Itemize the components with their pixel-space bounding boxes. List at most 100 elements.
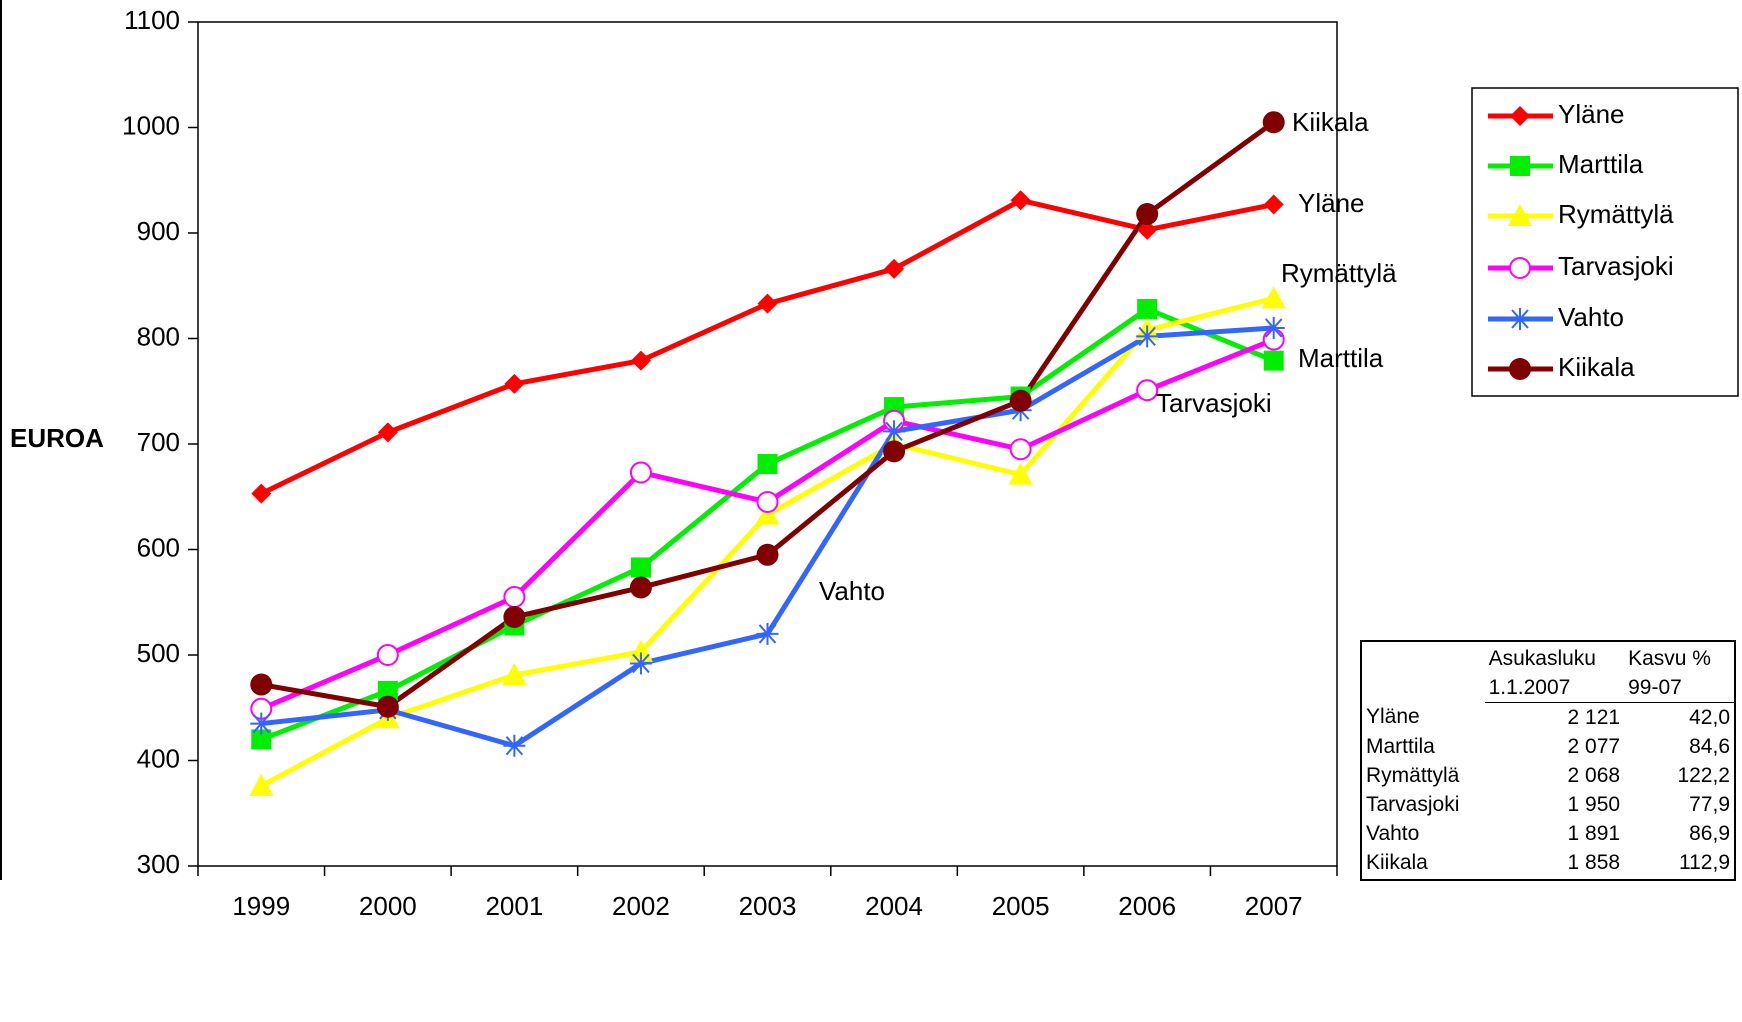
subheader-row: 1.1.2007 99-07 [1362, 673, 1734, 703]
legend-label: Tarvasjoki [1558, 251, 1674, 281]
marker [1262, 316, 1285, 339]
y-tick-label: 1100 [124, 5, 180, 35]
marker [884, 258, 905, 279]
annotation: Yläne [1298, 188, 1365, 218]
marker [757, 454, 778, 475]
y-tick-label: 600 [137, 532, 180, 562]
marker [1263, 194, 1284, 215]
marker [1510, 156, 1530, 176]
marker [504, 373, 525, 394]
marker [377, 422, 398, 443]
x-tick-label: 2005 [992, 891, 1050, 921]
marker [1509, 358, 1531, 380]
legend-label: Vahto [1558, 302, 1624, 332]
y-axis-label: EUROA [10, 423, 104, 453]
marker [756, 543, 779, 566]
table-cell: Tarvasjoki [1366, 792, 1460, 816]
marker [1263, 350, 1284, 371]
table-cell: 1 950 [1567, 792, 1621, 816]
data-table: Asukasluku Kasvu % 1.1.2007 99-07 Yläne 2… [1360, 640, 1736, 881]
marker [249, 773, 274, 796]
annotation: Tarvasjoki [1156, 388, 1272, 418]
marker [1508, 204, 1532, 226]
header-row: Asukasluku Kasvu % [1362, 644, 1734, 673]
x-tick-label: 2004 [865, 891, 923, 921]
table-cell: 77,9 [1689, 792, 1730, 816]
table-cell: Rymättylä [1366, 763, 1460, 787]
marker [250, 712, 273, 735]
subheader-cell: 99-07 [1624, 673, 1734, 703]
y-tick-label: 400 [137, 743, 180, 773]
series-line [260, 120, 1276, 710]
table-cell: 122,2 [1677, 763, 1730, 787]
x-tick-label: 2006 [1118, 891, 1176, 921]
marker [251, 729, 272, 750]
marker [1510, 106, 1530, 126]
x-tick-label: 2001 [485, 891, 543, 921]
marker [377, 680, 398, 701]
table-cell: Kiikala [1366, 850, 1428, 874]
series-line [260, 295, 1275, 789]
marker [1010, 190, 1031, 211]
marker [251, 483, 272, 504]
marker [1509, 308, 1531, 330]
marker [883, 420, 906, 443]
table-row: Rymättylä 2 068 122,2 [1362, 761, 1734, 790]
marker [1137, 219, 1158, 240]
table-cell: 2 077 [1567, 734, 1621, 758]
legend-label: Yläne [1558, 99, 1625, 129]
legend-label: Marttila [1558, 149, 1644, 179]
table-cell: Marttila [1366, 734, 1435, 758]
marker [376, 644, 399, 666]
marker [630, 350, 651, 371]
marker [250, 673, 273, 696]
marker [629, 461, 652, 484]
marker [503, 606, 526, 629]
legend-label: Kiikala [1558, 352, 1635, 382]
annotation: Kiikala [1292, 107, 1369, 137]
marker [1509, 257, 1531, 279]
marker [1136, 203, 1159, 226]
marker [756, 491, 779, 514]
marker [1008, 462, 1033, 485]
marker [629, 652, 652, 675]
marker [755, 502, 780, 525]
marker [1262, 111, 1285, 134]
table-cell: 42,0 [1689, 705, 1730, 729]
table-cell: Vahto [1366, 821, 1420, 845]
annotation: Marttila [1298, 343, 1384, 373]
series-line [260, 197, 1275, 496]
marker [1261, 286, 1286, 309]
marker [756, 622, 779, 645]
x-tick-label: 2003 [739, 891, 797, 921]
legend-label: Rymättylä [1558, 199, 1674, 229]
marker [1136, 325, 1159, 348]
subheader-cell: 1.1.2007 [1484, 673, 1625, 703]
x-tick-label: 2007 [1245, 891, 1303, 921]
marker [376, 695, 399, 718]
y-tick-label: 500 [137, 638, 180, 668]
marker [630, 557, 651, 578]
table-cell: 86,9 [1689, 821, 1730, 845]
marker [1136, 379, 1159, 402]
marker [503, 585, 526, 608]
x-tick-label: 2002 [612, 891, 670, 921]
table-cell: 1 858 [1567, 850, 1621, 874]
y-tick-label: 700 [137, 427, 180, 457]
marker [757, 293, 778, 314]
table-row: Kiikala 1 858 112,9 [1362, 848, 1734, 877]
annotation: Rymättylä [1281, 258, 1397, 288]
marker [883, 440, 906, 463]
x-tick-label: 2000 [359, 891, 417, 921]
table-row: Yläne 2 121 42,0 [1362, 703, 1734, 733]
marker [502, 663, 527, 686]
y-tick-label: 300 [137, 849, 180, 879]
table-cell: 2 121 [1567, 705, 1621, 729]
series-line [261, 325, 1274, 749]
marker [629, 576, 652, 599]
table-cell: Yläne [1366, 705, 1420, 729]
table-cell: 1 891 [1567, 821, 1621, 845]
table-cell: 2 068 [1567, 763, 1621, 787]
